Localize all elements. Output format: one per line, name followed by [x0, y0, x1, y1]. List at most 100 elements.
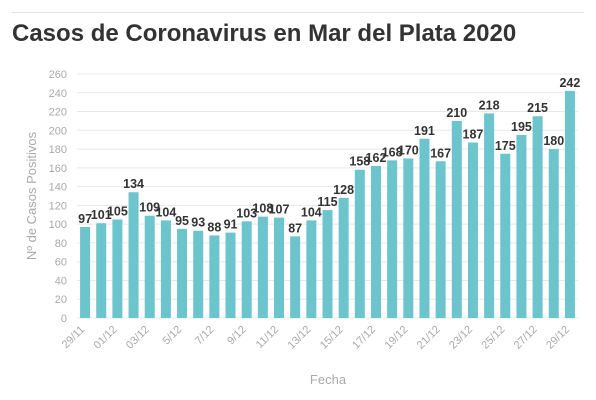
- bar: [419, 138, 430, 318]
- bar: [177, 228, 188, 318]
- data-label: 128: [333, 183, 354, 197]
- x-tick-label: 29/12: [544, 324, 572, 352]
- bar: [322, 210, 333, 318]
- bar: [209, 235, 220, 318]
- data-label: 195: [511, 120, 532, 134]
- x-tick-label: 15/12: [318, 324, 346, 352]
- data-label: 180: [543, 134, 564, 148]
- x-tick-label: 11/12: [254, 324, 281, 351]
- x-tick-label: 5/12: [161, 324, 185, 348]
- y-axis-ticks: 0 20 40 60 80 100 120 140 160 180 200 220 240 260: [49, 69, 67, 325]
- data-label: 175: [495, 139, 516, 153]
- y-tick-label: 200: [49, 125, 67, 137]
- bar: [451, 120, 462, 318]
- y-tick-label: 120: [49, 200, 67, 212]
- bar: [128, 192, 139, 318]
- y-tick-label: 260: [49, 69, 67, 81]
- x-tick-label: 13/12: [286, 324, 314, 352]
- data-label: 218: [479, 98, 500, 112]
- bar: [564, 90, 575, 319]
- x-tick-label: 7/12: [193, 324, 217, 348]
- bar: [403, 158, 414, 318]
- gridlines: [77, 73, 578, 319]
- y-tick-label: 20: [55, 294, 67, 306]
- y-tick-label: 80: [55, 238, 67, 250]
- bar: [484, 113, 495, 319]
- data-label: 88: [207, 220, 221, 234]
- data-label: 167: [430, 146, 451, 160]
- bar: [500, 153, 511, 318]
- data-label: 104: [301, 205, 322, 219]
- x-tick-label: 01/12: [92, 324, 120, 352]
- y-tick-label: 40: [55, 275, 67, 287]
- bar: [96, 223, 107, 318]
- y-tick-label: 220: [49, 107, 67, 119]
- bar: [435, 161, 446, 318]
- bar: [370, 165, 381, 318]
- y-tick-label: 100: [49, 219, 67, 231]
- bar: [257, 216, 268, 318]
- data-label: 168: [382, 145, 403, 159]
- bar: [144, 215, 155, 318]
- y-tick-label: 0: [61, 313, 67, 325]
- bar: [467, 142, 478, 318]
- data-label: 191: [414, 124, 435, 138]
- bar: [241, 221, 252, 318]
- data-label: 108: [252, 202, 273, 216]
- title-divider: [12, 12, 584, 13]
- data-label: 115: [317, 195, 337, 209]
- bar: [532, 116, 543, 318]
- x-tick-label: 21/12: [415, 324, 443, 352]
- data-label: 104: [155, 205, 176, 219]
- chart-title: Casos de Coronavirus en Mar del Plata 20…: [12, 20, 517, 47]
- data-label: 158: [349, 155, 370, 169]
- x-tick-label: 23/12: [447, 324, 475, 352]
- bar: [354, 169, 365, 318]
- bar: [193, 230, 204, 318]
- y-axis-title: Nº de Casos Positivos: [24, 131, 39, 260]
- bars: [80, 90, 575, 319]
- bar: [290, 236, 301, 318]
- data-label: 91: [224, 218, 238, 232]
- data-label: 242: [559, 76, 580, 90]
- bar: [112, 219, 123, 318]
- bar: [306, 220, 317, 318]
- x-tick-label: 17/12: [350, 324, 378, 352]
- data-label: 134: [123, 177, 144, 191]
- data-label: 210: [446, 106, 467, 120]
- data-label: 107: [269, 203, 290, 217]
- x-tick-label: 27/12: [512, 324, 540, 352]
- data-label: 170: [398, 143, 419, 157]
- y-tick-label: 180: [49, 144, 67, 156]
- bar: [548, 149, 559, 318]
- x-axis-title: Fecha: [310, 372, 347, 387]
- data-label: 93: [191, 216, 205, 230]
- x-tick-label: 03/12: [124, 324, 152, 352]
- bar: [80, 226, 91, 318]
- y-tick-label: 160: [49, 163, 67, 175]
- bar: [274, 217, 285, 318]
- data-label: 187: [463, 128, 484, 142]
- data-label: 109: [139, 201, 160, 215]
- data-label: 215: [527, 101, 548, 115]
- data-label: 105: [107, 204, 128, 218]
- data-label: 97: [78, 212, 92, 226]
- x-tick-label: 9/12: [225, 324, 249, 348]
- bar: [160, 220, 171, 318]
- data-label: 103: [236, 206, 257, 220]
- data-label: 162: [366, 151, 387, 165]
- bar: [225, 232, 236, 318]
- bar: [387, 160, 398, 318]
- x-tick-label: 29/11: [60, 324, 87, 351]
- y-tick-label: 60: [55, 257, 67, 269]
- data-label: 87: [288, 221, 302, 235]
- bar: [516, 135, 527, 318]
- x-tick-label: 19/12: [382, 324, 410, 352]
- x-axis-ticks: 29/11 01/12 03/12 5/12 7/12 9/12 11/12 13/12 15/…: [60, 324, 572, 352]
- y-tick-label: 240: [49, 88, 67, 100]
- x-tick-label: 25/12: [479, 324, 507, 352]
- bar: [338, 197, 349, 318]
- data-label: 101: [91, 208, 112, 222]
